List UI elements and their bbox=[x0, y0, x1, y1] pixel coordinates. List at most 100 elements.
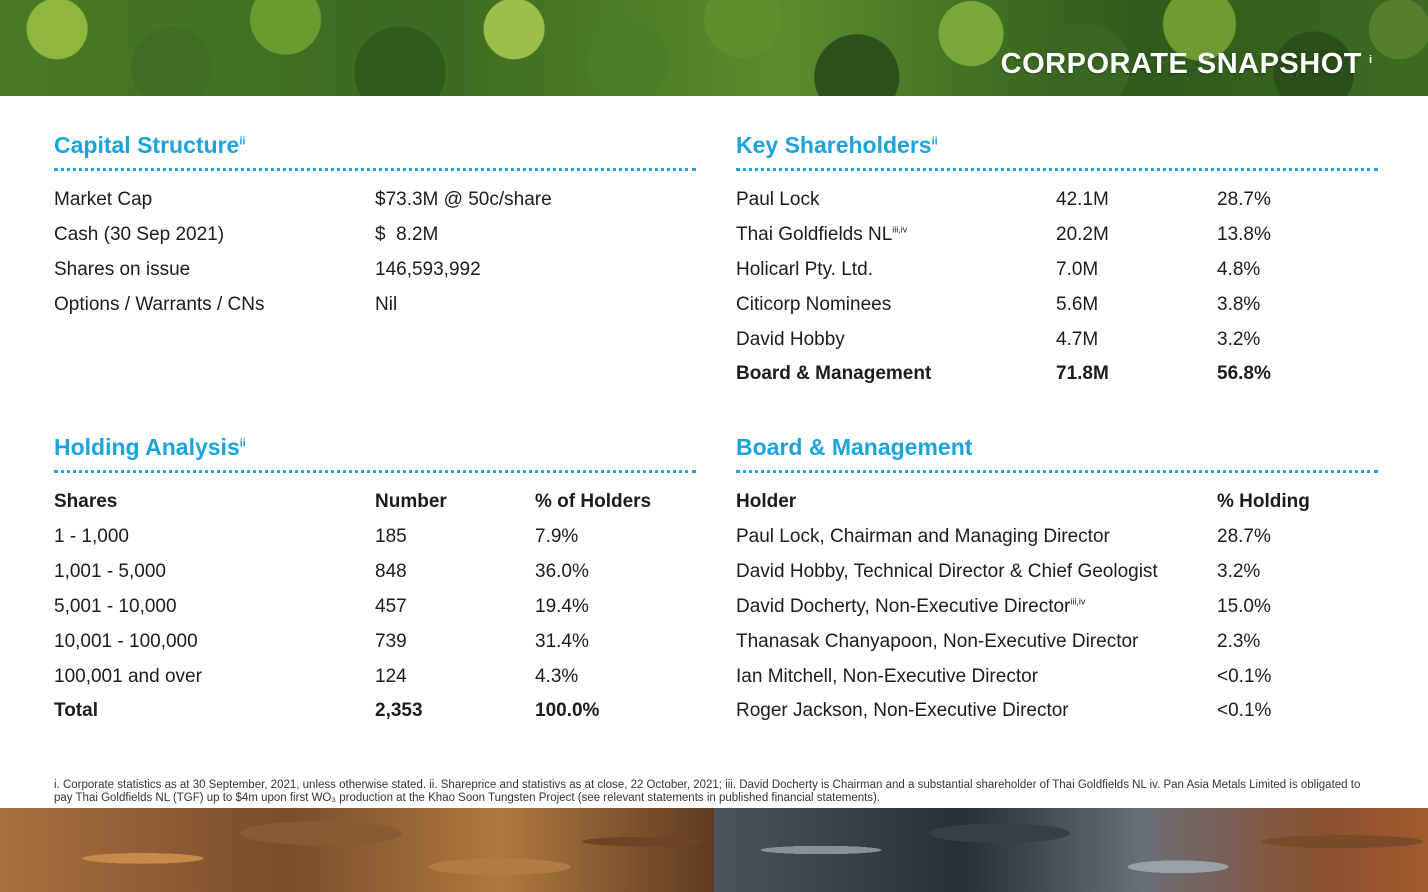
row-value: $73.3M @ 50c/share bbox=[375, 189, 552, 210]
table-row: Roger Jackson, Non-Executive Director <0… bbox=[736, 698, 1378, 724]
table-row: Market Cap $73.3M @ 50c/share bbox=[54, 187, 696, 213]
table-row: Holicarl Pty. Ltd. 7.0M 4.8% bbox=[736, 257, 1378, 283]
table-row: Paul Lock, Chairman and Managing Directo… bbox=[736, 524, 1378, 550]
shares-range: 5,001 - 10,000 bbox=[54, 596, 177, 617]
shareholder-pct: 3.2% bbox=[1217, 329, 1261, 350]
holder-name: David Docherty, Non-Executive Directorii… bbox=[736, 596, 1086, 617]
holder-name: Paul Lock, Chairman and Managing Directo… bbox=[736, 526, 1110, 547]
shareholder-name: Holicarl Pty. Ltd. bbox=[736, 259, 873, 280]
table-row: Thanasak Chanyapoon, Non-Executive Direc… bbox=[736, 629, 1378, 655]
row-label: Market Cap bbox=[54, 189, 153, 210]
holder-count: 457 bbox=[375, 596, 407, 617]
holder-count: 185 bbox=[375, 526, 407, 547]
total-pct: 56.8% bbox=[1217, 363, 1271, 384]
holding-pct: <0.1% bbox=[1217, 666, 1272, 687]
column-header-shares: Shares bbox=[54, 491, 118, 512]
row-label: Cash (30 Sep 2021) bbox=[54, 224, 225, 245]
bottom-image-strip bbox=[0, 808, 1428, 892]
total-label: Board & Management bbox=[736, 363, 932, 384]
table-row: David Hobby, Technical Director & Chief … bbox=[736, 559, 1378, 585]
table-row: David Hobby 4.7M 3.2% bbox=[736, 327, 1378, 353]
forest-banner-image: CORPORATE SNAPSHOT i bbox=[0, 0, 1428, 96]
mine-pit-image bbox=[0, 808, 714, 892]
holding-pct: 3.2% bbox=[1217, 561, 1261, 582]
holder-name: Ian Mitchell, Non-Executive Director bbox=[736, 666, 1038, 687]
key-shareholders-title: Key Shareholdersii bbox=[736, 132, 938, 158]
holder-pct: 19.4% bbox=[535, 596, 589, 617]
shares-range: 1,001 - 5,000 bbox=[54, 561, 166, 582]
shares-range: 1 - 1,000 bbox=[54, 526, 129, 547]
holding-pct: 2.3% bbox=[1217, 631, 1261, 652]
section-divider bbox=[54, 168, 696, 171]
total-number: 2,353 bbox=[375, 700, 423, 721]
holding-pct: 28.7% bbox=[1217, 526, 1271, 547]
table-row: Paul Lock 42.1M 28.7% bbox=[736, 187, 1378, 213]
row-value: 146,593,992 bbox=[375, 259, 481, 280]
shareholder-name: Thai Goldfields NLiii,iv bbox=[736, 224, 908, 245]
board-management-title: Board & Management bbox=[736, 434, 973, 460]
holding-pct: <0.1% bbox=[1217, 700, 1272, 721]
table-row: Shares on issue 146,593,992 bbox=[54, 257, 696, 283]
column-header-holder: Holder bbox=[736, 491, 797, 512]
table-row: Cash (30 Sep 2021) $ 8.2M bbox=[54, 222, 696, 248]
ore-rock-image bbox=[714, 808, 1428, 892]
table-header-row: Holder % Holding bbox=[736, 489, 1378, 515]
table-row: Citicorp Nominees 5.6M 3.8% bbox=[736, 292, 1378, 318]
shareholder-name: David Hobby bbox=[736, 329, 845, 350]
table-row: Thai Goldfields NLiii,iv 20.2M 13.8% bbox=[736, 222, 1378, 248]
holder-count: 848 bbox=[375, 561, 407, 582]
holder-name: David Hobby, Technical Director & Chief … bbox=[736, 561, 1158, 582]
section-divider bbox=[736, 470, 1378, 473]
table-row: Options / Warrants / CNs Nil bbox=[54, 292, 696, 318]
table-row: David Docherty, Non-Executive Directorii… bbox=[736, 594, 1378, 620]
holder-pct: 36.0% bbox=[535, 561, 589, 582]
row-value: Nil bbox=[375, 294, 398, 315]
section-divider bbox=[54, 470, 696, 473]
shareholder-pct: 4.8% bbox=[1217, 259, 1261, 280]
holder-pct: 4.3% bbox=[535, 666, 579, 687]
shareholder-pct: 3.8% bbox=[1217, 294, 1261, 315]
row-label: Shares on issue bbox=[54, 259, 191, 280]
page-title: CORPORATE SNAPSHOT bbox=[1000, 48, 1362, 80]
holder-pct: 31.4% bbox=[535, 631, 589, 652]
shareholder-shares: 4.7M bbox=[1056, 329, 1099, 350]
holder-pct: 7.9% bbox=[535, 526, 579, 547]
holder-count: 124 bbox=[375, 666, 407, 687]
total-pct: 100.0% bbox=[535, 700, 600, 721]
holding-analysis-title: Holding Analysisii bbox=[54, 434, 246, 460]
shares-range: 10,001 - 100,000 bbox=[54, 631, 198, 652]
holder-name: Thanasak Chanyapoon, Non-Executive Direc… bbox=[736, 631, 1139, 652]
shareholder-pct: 28.7% bbox=[1217, 189, 1271, 210]
shareholder-name: Citicorp Nominees bbox=[736, 294, 892, 315]
total-shares: 71.8M bbox=[1056, 363, 1109, 384]
shareholder-shares: 7.0M bbox=[1056, 259, 1099, 280]
holder-name: Roger Jackson, Non-Executive Director bbox=[736, 700, 1069, 721]
shareholder-pct: 13.8% bbox=[1217, 224, 1271, 245]
shareholder-shares: 5.6M bbox=[1056, 294, 1099, 315]
column-header-number: Number bbox=[375, 491, 447, 512]
holding-pct: 15.0% bbox=[1217, 596, 1271, 617]
table-row: Ian Mitchell, Non-Executive Director <0.… bbox=[736, 664, 1378, 690]
table-header-row: Shares Number % of Holders bbox=[54, 489, 696, 515]
column-header-pct: % Holding bbox=[1217, 491, 1310, 512]
footnote: i. Corporate statistics as at 30 Septemb… bbox=[54, 779, 1361, 804]
holder-count: 739 bbox=[375, 631, 407, 652]
row-label: Options / Warrants / CNs bbox=[54, 294, 265, 315]
shares-range: 100,001 and over bbox=[54, 666, 202, 687]
table-row: 5,001 - 10,000 457 19.4% bbox=[54, 594, 696, 620]
capital-structure-title: Capital Structureii bbox=[54, 132, 246, 158]
table-row: 1,001 - 5,000 848 36.0% bbox=[54, 559, 696, 585]
total-label: Total bbox=[54, 700, 98, 721]
section-divider bbox=[736, 168, 1378, 171]
column-header-pct: % of Holders bbox=[535, 491, 652, 512]
total-row: Total 2,353 100.0% bbox=[54, 698, 696, 724]
total-row: Board & Management 71.8M 56.8% bbox=[736, 361, 1378, 387]
table-row: 1 - 1,000 185 7.9% bbox=[54, 524, 696, 550]
shareholder-shares: 20.2M bbox=[1056, 224, 1109, 245]
page-title-footnote-marker: i bbox=[1368, 54, 1372, 66]
row-value: $ 8.2M bbox=[375, 224, 439, 245]
shareholder-name: Paul Lock bbox=[736, 189, 820, 210]
table-row: 100,001 and over 124 4.3% bbox=[54, 664, 696, 690]
table-row: 10,001 - 100,000 739 31.4% bbox=[54, 629, 696, 655]
shareholder-shares: 42.1M bbox=[1056, 189, 1109, 210]
